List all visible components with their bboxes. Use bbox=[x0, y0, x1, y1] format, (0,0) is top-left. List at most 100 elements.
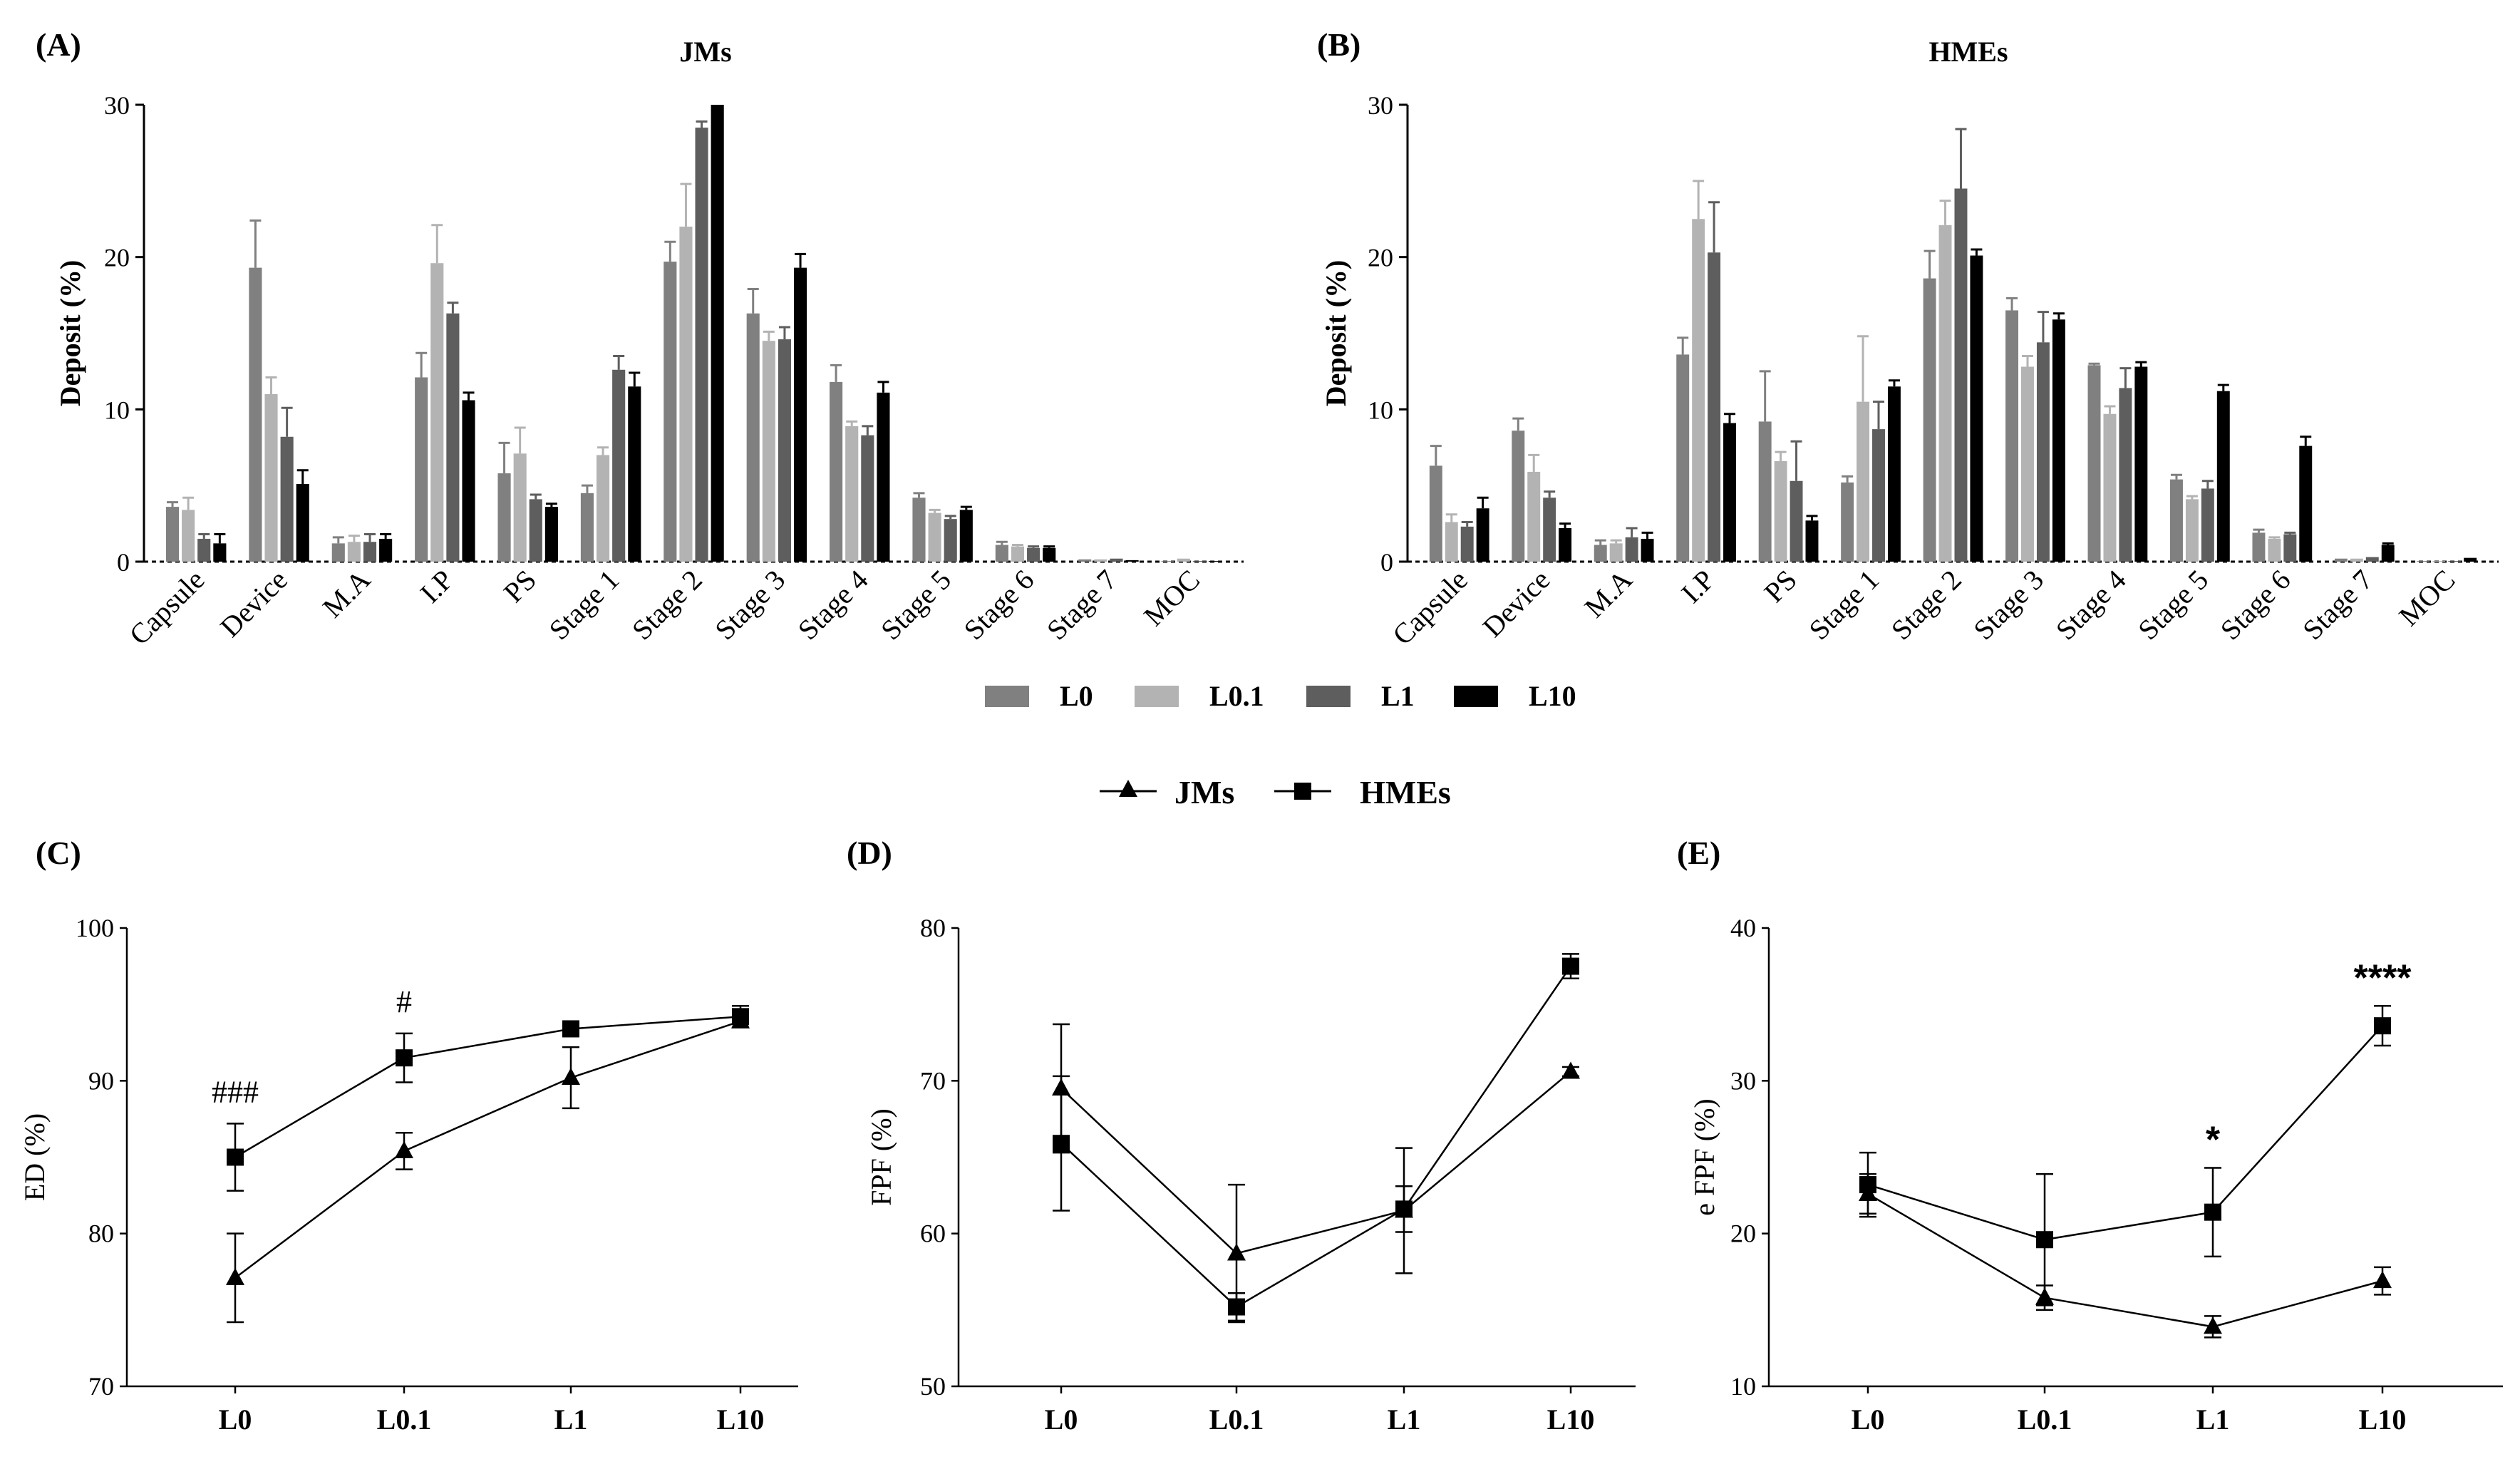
x-tick-label: L1 bbox=[554, 1403, 588, 1436]
bar-L1-6 bbox=[695, 128, 708, 562]
bar-L0-5 bbox=[1841, 482, 1854, 562]
x-tick-label: L10 bbox=[717, 1403, 765, 1436]
bar-L10-12 bbox=[1208, 560, 1222, 562]
triangle-marker-icon bbox=[1119, 780, 1137, 797]
data-point-jms bbox=[2204, 1316, 2222, 1334]
data-point-jms bbox=[562, 1068, 580, 1086]
legend-label: L1 bbox=[1381, 680, 1415, 712]
bar-L0_1-7 bbox=[762, 341, 775, 562]
bar-L1-0 bbox=[1460, 526, 1474, 562]
x-tick-label: Stage 4 bbox=[792, 564, 874, 646]
x-tick-label: M.A bbox=[316, 563, 377, 624]
bar-L10-5 bbox=[1887, 386, 1901, 562]
legend-label: L10 bbox=[1529, 680, 1576, 712]
series-line-jms bbox=[234, 1020, 741, 1279]
legend-swatch-L1 bbox=[1306, 686, 1351, 707]
data-point-hmes bbox=[1859, 1176, 1876, 1194]
bar-L0_1-10 bbox=[1011, 546, 1025, 562]
bar-L10-5 bbox=[628, 386, 641, 562]
bar-L0-5 bbox=[580, 493, 594, 562]
significance-annotation: * bbox=[2206, 1120, 2221, 1161]
significance-annotation: **** bbox=[2354, 957, 2412, 999]
x-tick-label: L1 bbox=[1388, 1403, 1421, 1436]
bar-L1-3 bbox=[1708, 252, 1721, 562]
series-line-jms bbox=[1867, 1192, 2383, 1328]
data-point-hmes bbox=[1562, 957, 1579, 975]
bar-L1-5 bbox=[1872, 429, 1885, 562]
x-tick-label: PS bbox=[497, 564, 542, 609]
bar-L10-6 bbox=[1970, 255, 1983, 562]
x-tick-label: L10 bbox=[1547, 1403, 1595, 1436]
bar-L10-8 bbox=[2134, 366, 2148, 562]
y-tick-label: 80 bbox=[88, 1220, 114, 1248]
x-tick-label: I.P bbox=[1675, 564, 1720, 609]
data-point-hmes bbox=[1395, 1200, 1413, 1218]
bar-L0-9 bbox=[2170, 479, 2183, 562]
bar-L0_1-2 bbox=[347, 542, 361, 562]
bar-L0-1 bbox=[1512, 431, 1525, 562]
data-point-jms bbox=[395, 1140, 413, 1158]
bar-L0-0 bbox=[165, 507, 180, 562]
bar-L0-0 bbox=[1429, 465, 1442, 562]
x-tick-label: Stage 2 bbox=[1885, 564, 1968, 646]
bar-L0-8 bbox=[830, 381, 843, 562]
chart-title: HMEs bbox=[1928, 36, 2008, 68]
y-axis-label: Deposit (%) bbox=[54, 260, 86, 407]
bar-L10-2 bbox=[379, 538, 393, 562]
bar-L10-0 bbox=[213, 543, 227, 562]
bar-L1-4 bbox=[529, 499, 542, 562]
x-tick-label: Capsule bbox=[1386, 564, 1474, 651]
bar-L1-2 bbox=[363, 542, 377, 562]
bar-L1-11 bbox=[1110, 558, 1123, 562]
x-tick-label: Stage 1 bbox=[1802, 564, 1885, 646]
data-point-hmes bbox=[1053, 1135, 1070, 1153]
y-tick-label: 50 bbox=[920, 1372, 946, 1401]
bar-L10-4 bbox=[544, 507, 558, 562]
bar-L0_1-11 bbox=[1094, 559, 1107, 562]
series-line-hmes bbox=[1060, 965, 1572, 1309]
bar-L0_1-10 bbox=[2268, 538, 2281, 562]
bar-L1-12 bbox=[2448, 560, 2462, 562]
panel-b: (B) HMEs Deposit (%) 0 10 20 30 Capsule Device M.… bbox=[1317, 26, 2499, 651]
bar-legend: L0 L0.1 L1 L10 bbox=[985, 680, 1576, 712]
y-tick-label: 60 bbox=[920, 1220, 946, 1248]
bar-L0-7 bbox=[746, 313, 760, 562]
bar-L0-11 bbox=[2334, 558, 2348, 562]
data-point-hmes bbox=[2374, 1017, 2391, 1035]
data-point-jms bbox=[1561, 1061, 1580, 1079]
bar-L10-7 bbox=[2052, 319, 2065, 562]
bar-L0_1-4 bbox=[1774, 460, 1787, 562]
data-point-hmes bbox=[227, 1148, 244, 1166]
x-tick-label: Stage 6 bbox=[957, 564, 1040, 646]
bar-L0-6 bbox=[663, 262, 677, 562]
bar-L1-6 bbox=[1954, 188, 1968, 562]
panel-letter: (B) bbox=[1317, 26, 1360, 63]
bar-L10-9 bbox=[959, 510, 973, 562]
data-point-jms bbox=[2373, 1271, 2392, 1289]
bar-L1-3 bbox=[446, 313, 460, 562]
series-line-hmes bbox=[1867, 1025, 2383, 1241]
x-tick-label: Device bbox=[214, 564, 294, 644]
y-tick-label: 20 bbox=[104, 244, 130, 272]
bar-L1-1 bbox=[1543, 498, 1556, 562]
legend-swatch-L10 bbox=[1454, 686, 1498, 707]
bar-L0_1-0 bbox=[1445, 522, 1458, 562]
data-point-jms bbox=[226, 1267, 244, 1285]
bar-L0-1 bbox=[249, 267, 262, 562]
bar-L10-10 bbox=[1043, 547, 1056, 562]
bar-L0_1-8 bbox=[845, 426, 859, 562]
x-tick-label: L0.1 bbox=[377, 1403, 432, 1436]
bar-L10-12 bbox=[2464, 557, 2477, 562]
bar-L10-10 bbox=[2299, 445, 2313, 562]
bar-L10-1 bbox=[296, 484, 309, 562]
bar-L0_1-9 bbox=[928, 512, 941, 562]
bar-L1-11 bbox=[2365, 557, 2379, 562]
bar-L0_1-8 bbox=[2103, 413, 2117, 562]
bar-L1-8 bbox=[861, 435, 874, 562]
bar-L0-4 bbox=[1758, 421, 1772, 562]
data-point-hmes bbox=[562, 1020, 579, 1038]
x-tick-label: MOC bbox=[2392, 564, 2461, 632]
legend-label: L0 bbox=[1060, 680, 1093, 712]
